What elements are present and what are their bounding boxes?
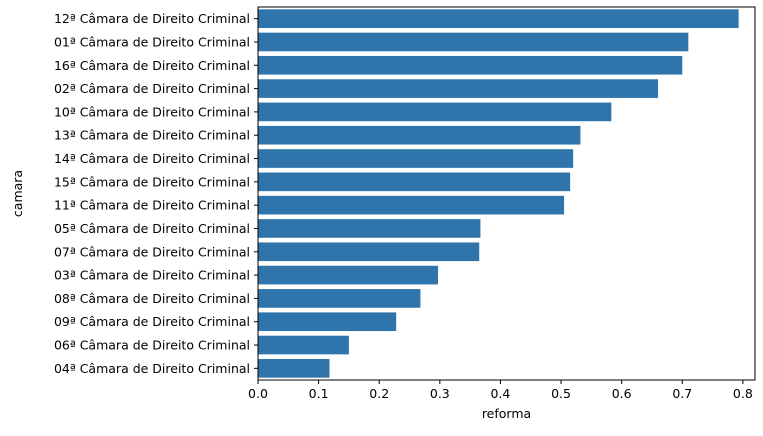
plot-area-frame — [257, 6, 756, 381]
bar — [258, 265, 439, 285]
x-tick-label: 0.4 — [490, 386, 510, 401]
y-axis-label: camara — [10, 170, 25, 217]
bar — [258, 149, 574, 168]
bar — [258, 242, 480, 262]
y-tick-label: 12ª Câmara de Direito Criminal — [54, 11, 250, 26]
x-tick-label: 0.7 — [672, 386, 692, 401]
x-tick-label: 0.8 — [733, 386, 753, 401]
x-axis-ticks: 0.0 0.1 0.2 0.3 0.4 0.5 0.6 0.7 0.8 — [248, 380, 753, 401]
y-tick-label: 03ª Câmara de Direito Criminal — [54, 268, 250, 283]
x-tick-label: 0.1 — [309, 386, 329, 401]
bar — [258, 312, 397, 332]
y-tick-label: 05ª Câmara de Direito Criminal — [54, 221, 250, 236]
y-tick-label: 13ª Câmara de Direito Criminal — [54, 128, 250, 143]
bar — [258, 219, 481, 238]
bars — [258, 9, 739, 378]
x-tick-label: 0.0 — [248, 386, 268, 401]
y-tick-label: 08ª Câmara de Direito Criminal — [54, 291, 250, 306]
bar — [258, 335, 349, 355]
bar — [258, 79, 659, 98]
y-tick-label: 11ª Câmara de Direito Criminal — [54, 198, 250, 213]
x-tick-label: 0.3 — [430, 386, 450, 401]
y-tick-label: 01ª Câmara de Direito Criminal — [54, 34, 250, 49]
y-tick-label: 04ª Câmara de Direito Criminal — [54, 361, 250, 376]
x-tick-label: 0.2 — [369, 386, 389, 401]
bar — [258, 55, 683, 75]
x-tick-label: 0.6 — [612, 386, 632, 401]
y-tick-label: 10ª Câmara de Direito Criminal — [54, 104, 250, 119]
y-tick-label: 16ª Câmara de Direito Criminal — [54, 58, 250, 73]
y-axis-ticks: 12ª Câmara de Direito Criminal 01ª Câmara… — [54, 11, 258, 376]
y-tick-label: 06ª Câmara de Direito Criminal — [54, 338, 250, 353]
bar — [258, 359, 330, 378]
bar — [258, 195, 565, 215]
x-tick-label: 0.5 — [551, 386, 571, 401]
bar — [258, 9, 739, 28]
x-axis-label: reforma — [482, 406, 531, 421]
y-tick-label: 15ª Câmara de Direito Criminal — [54, 174, 250, 189]
y-tick-label: 14ª Câmara de Direito Criminal — [54, 151, 250, 166]
bar — [258, 125, 581, 145]
y-tick-label: 09ª Câmara de Direito Criminal — [54, 314, 250, 329]
bar — [258, 172, 571, 192]
bar — [258, 32, 689, 52]
y-tick-label: 02ª Câmara de Direito Criminal — [54, 81, 250, 96]
bar — [258, 102, 612, 122]
y-tick-label: 07ª Câmara de Direito Criminal — [54, 244, 250, 259]
bar — [258, 289, 421, 308]
